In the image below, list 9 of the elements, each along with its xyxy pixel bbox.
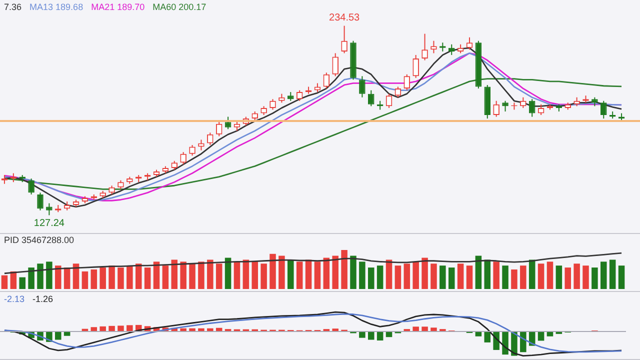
text: PID 35467288.00	[4, 235, 74, 245]
annotation: 234.53	[329, 12, 360, 24]
text: MA21 189.70	[91, 2, 145, 12]
text: MA13 189.68	[30, 2, 84, 12]
annotation: 127.24	[34, 218, 65, 229]
text: -2.13	[4, 294, 25, 304]
text: -1.26	[32, 294, 54, 304]
text: MA60 200.17	[152, 2, 206, 12]
text: 7.36	[4, 2, 22, 12]
